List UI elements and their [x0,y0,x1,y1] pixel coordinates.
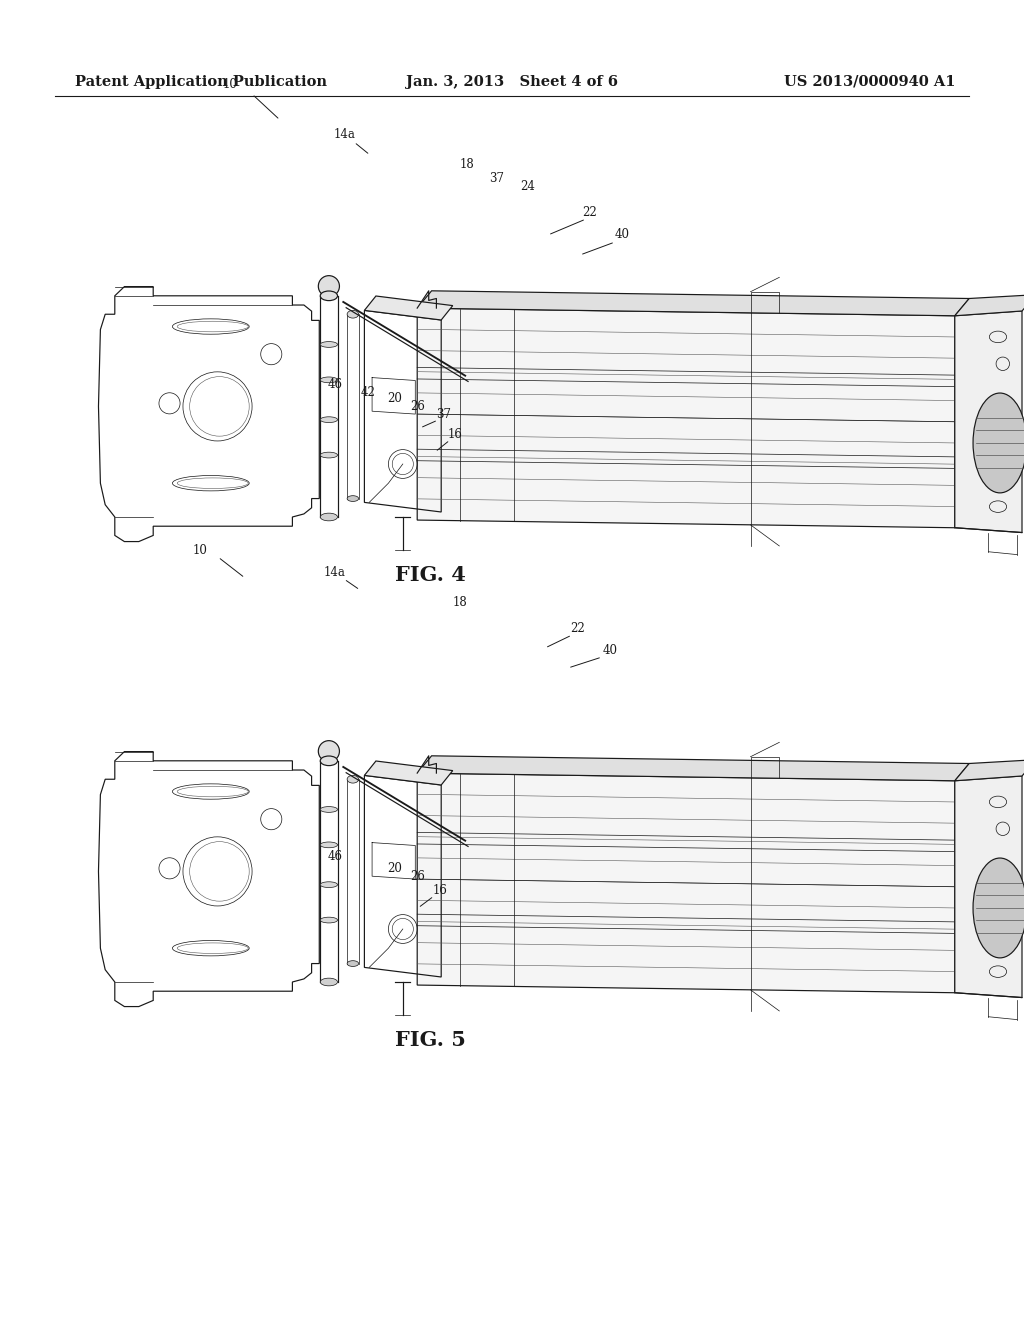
Ellipse shape [321,513,338,521]
Ellipse shape [321,807,338,812]
Ellipse shape [347,496,358,502]
Text: 26: 26 [411,400,425,412]
Ellipse shape [347,961,358,966]
Polygon shape [417,756,969,780]
Text: 10: 10 [193,544,208,557]
Text: FIG. 4: FIG. 4 [394,565,466,585]
Polygon shape [954,312,1022,532]
Text: 40: 40 [614,228,630,242]
Polygon shape [417,308,954,528]
Polygon shape [954,776,1022,998]
Text: 42: 42 [360,385,376,399]
Text: 16: 16 [432,883,447,896]
Ellipse shape [321,756,338,766]
Text: 14a: 14a [334,128,356,141]
Text: 10: 10 [222,78,238,91]
Ellipse shape [321,378,338,383]
Text: 16: 16 [447,428,463,441]
Ellipse shape [321,290,338,301]
Ellipse shape [321,978,338,986]
Polygon shape [417,290,969,315]
Polygon shape [365,296,453,319]
Ellipse shape [321,842,338,847]
Text: 14a: 14a [324,565,346,578]
Text: 18: 18 [460,158,474,172]
Text: Patent Application Publication: Patent Application Publication [75,75,327,88]
Text: 37: 37 [436,408,452,421]
Ellipse shape [321,417,338,422]
Polygon shape [954,759,1024,780]
Text: 40: 40 [602,644,617,656]
Text: Jan. 3, 2013   Sheet 4 of 6: Jan. 3, 2013 Sheet 4 of 6 [406,75,618,88]
Text: FIG. 5: FIG. 5 [394,1030,466,1049]
Ellipse shape [321,342,338,347]
Text: 20: 20 [387,392,402,405]
Text: 20: 20 [387,862,402,875]
Ellipse shape [973,393,1024,492]
Polygon shape [417,774,954,993]
Ellipse shape [973,858,1024,958]
Text: 46: 46 [328,379,342,392]
Text: 22: 22 [583,206,597,219]
Text: 18: 18 [453,595,467,609]
Ellipse shape [321,882,338,887]
Ellipse shape [321,453,338,458]
Text: 24: 24 [520,181,536,194]
Text: 22: 22 [570,622,586,635]
Ellipse shape [318,276,339,297]
Text: 37: 37 [489,172,505,185]
Text: US 2013/0000940 A1: US 2013/0000940 A1 [783,75,955,88]
Polygon shape [954,294,1024,315]
Text: 46: 46 [328,850,342,862]
Text: 26: 26 [411,870,425,883]
Ellipse shape [347,775,358,783]
Ellipse shape [321,917,338,923]
Ellipse shape [318,741,339,762]
Ellipse shape [347,310,358,318]
Polygon shape [365,762,453,785]
